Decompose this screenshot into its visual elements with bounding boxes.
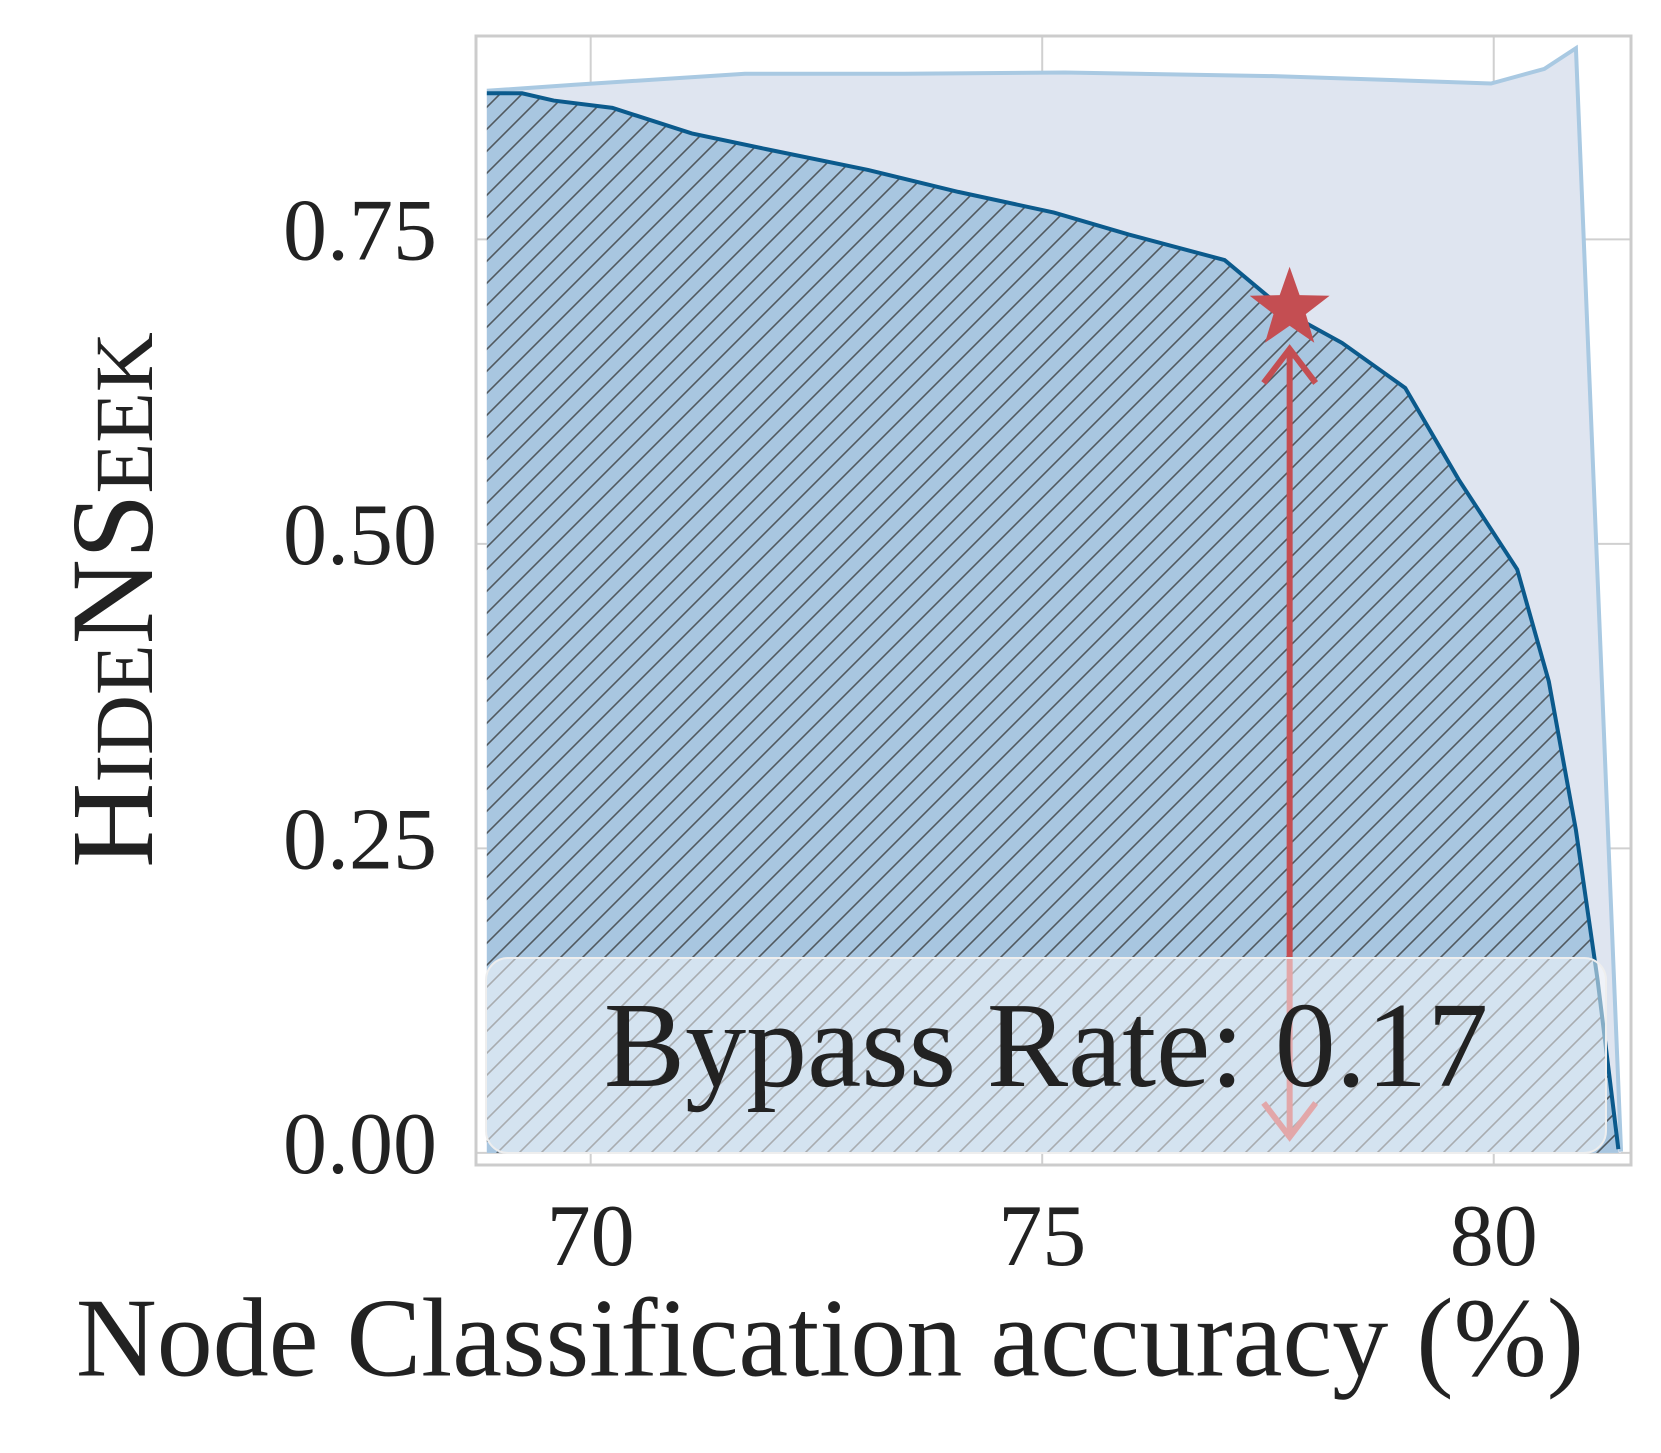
x-axis-label: Node Classification accuracy (%) [76,1277,1584,1401]
line [486,91,1621,1150]
y-axis-label: HideNSeek [47,332,178,868]
x-tick-label: 80 [1450,1188,1538,1285]
annotation: Bypass Rate: 0.17 [604,978,1488,1113]
x-tick-label: 70 [547,1188,635,1285]
y-tick-label: 0.00 [283,1096,437,1193]
x-tick-label: 75 [998,1188,1086,1285]
line [486,44,1624,1152]
y-tick-label: 0.25 [283,792,437,889]
star-marker [1249,266,1330,343]
plot-frame [474,34,1633,1167]
annotation-box [485,957,1607,1154]
area-hatch [486,93,1619,1153]
y-tick-label: 0.50 [283,487,437,584]
y-tick-label: 0.75 [283,183,437,280]
